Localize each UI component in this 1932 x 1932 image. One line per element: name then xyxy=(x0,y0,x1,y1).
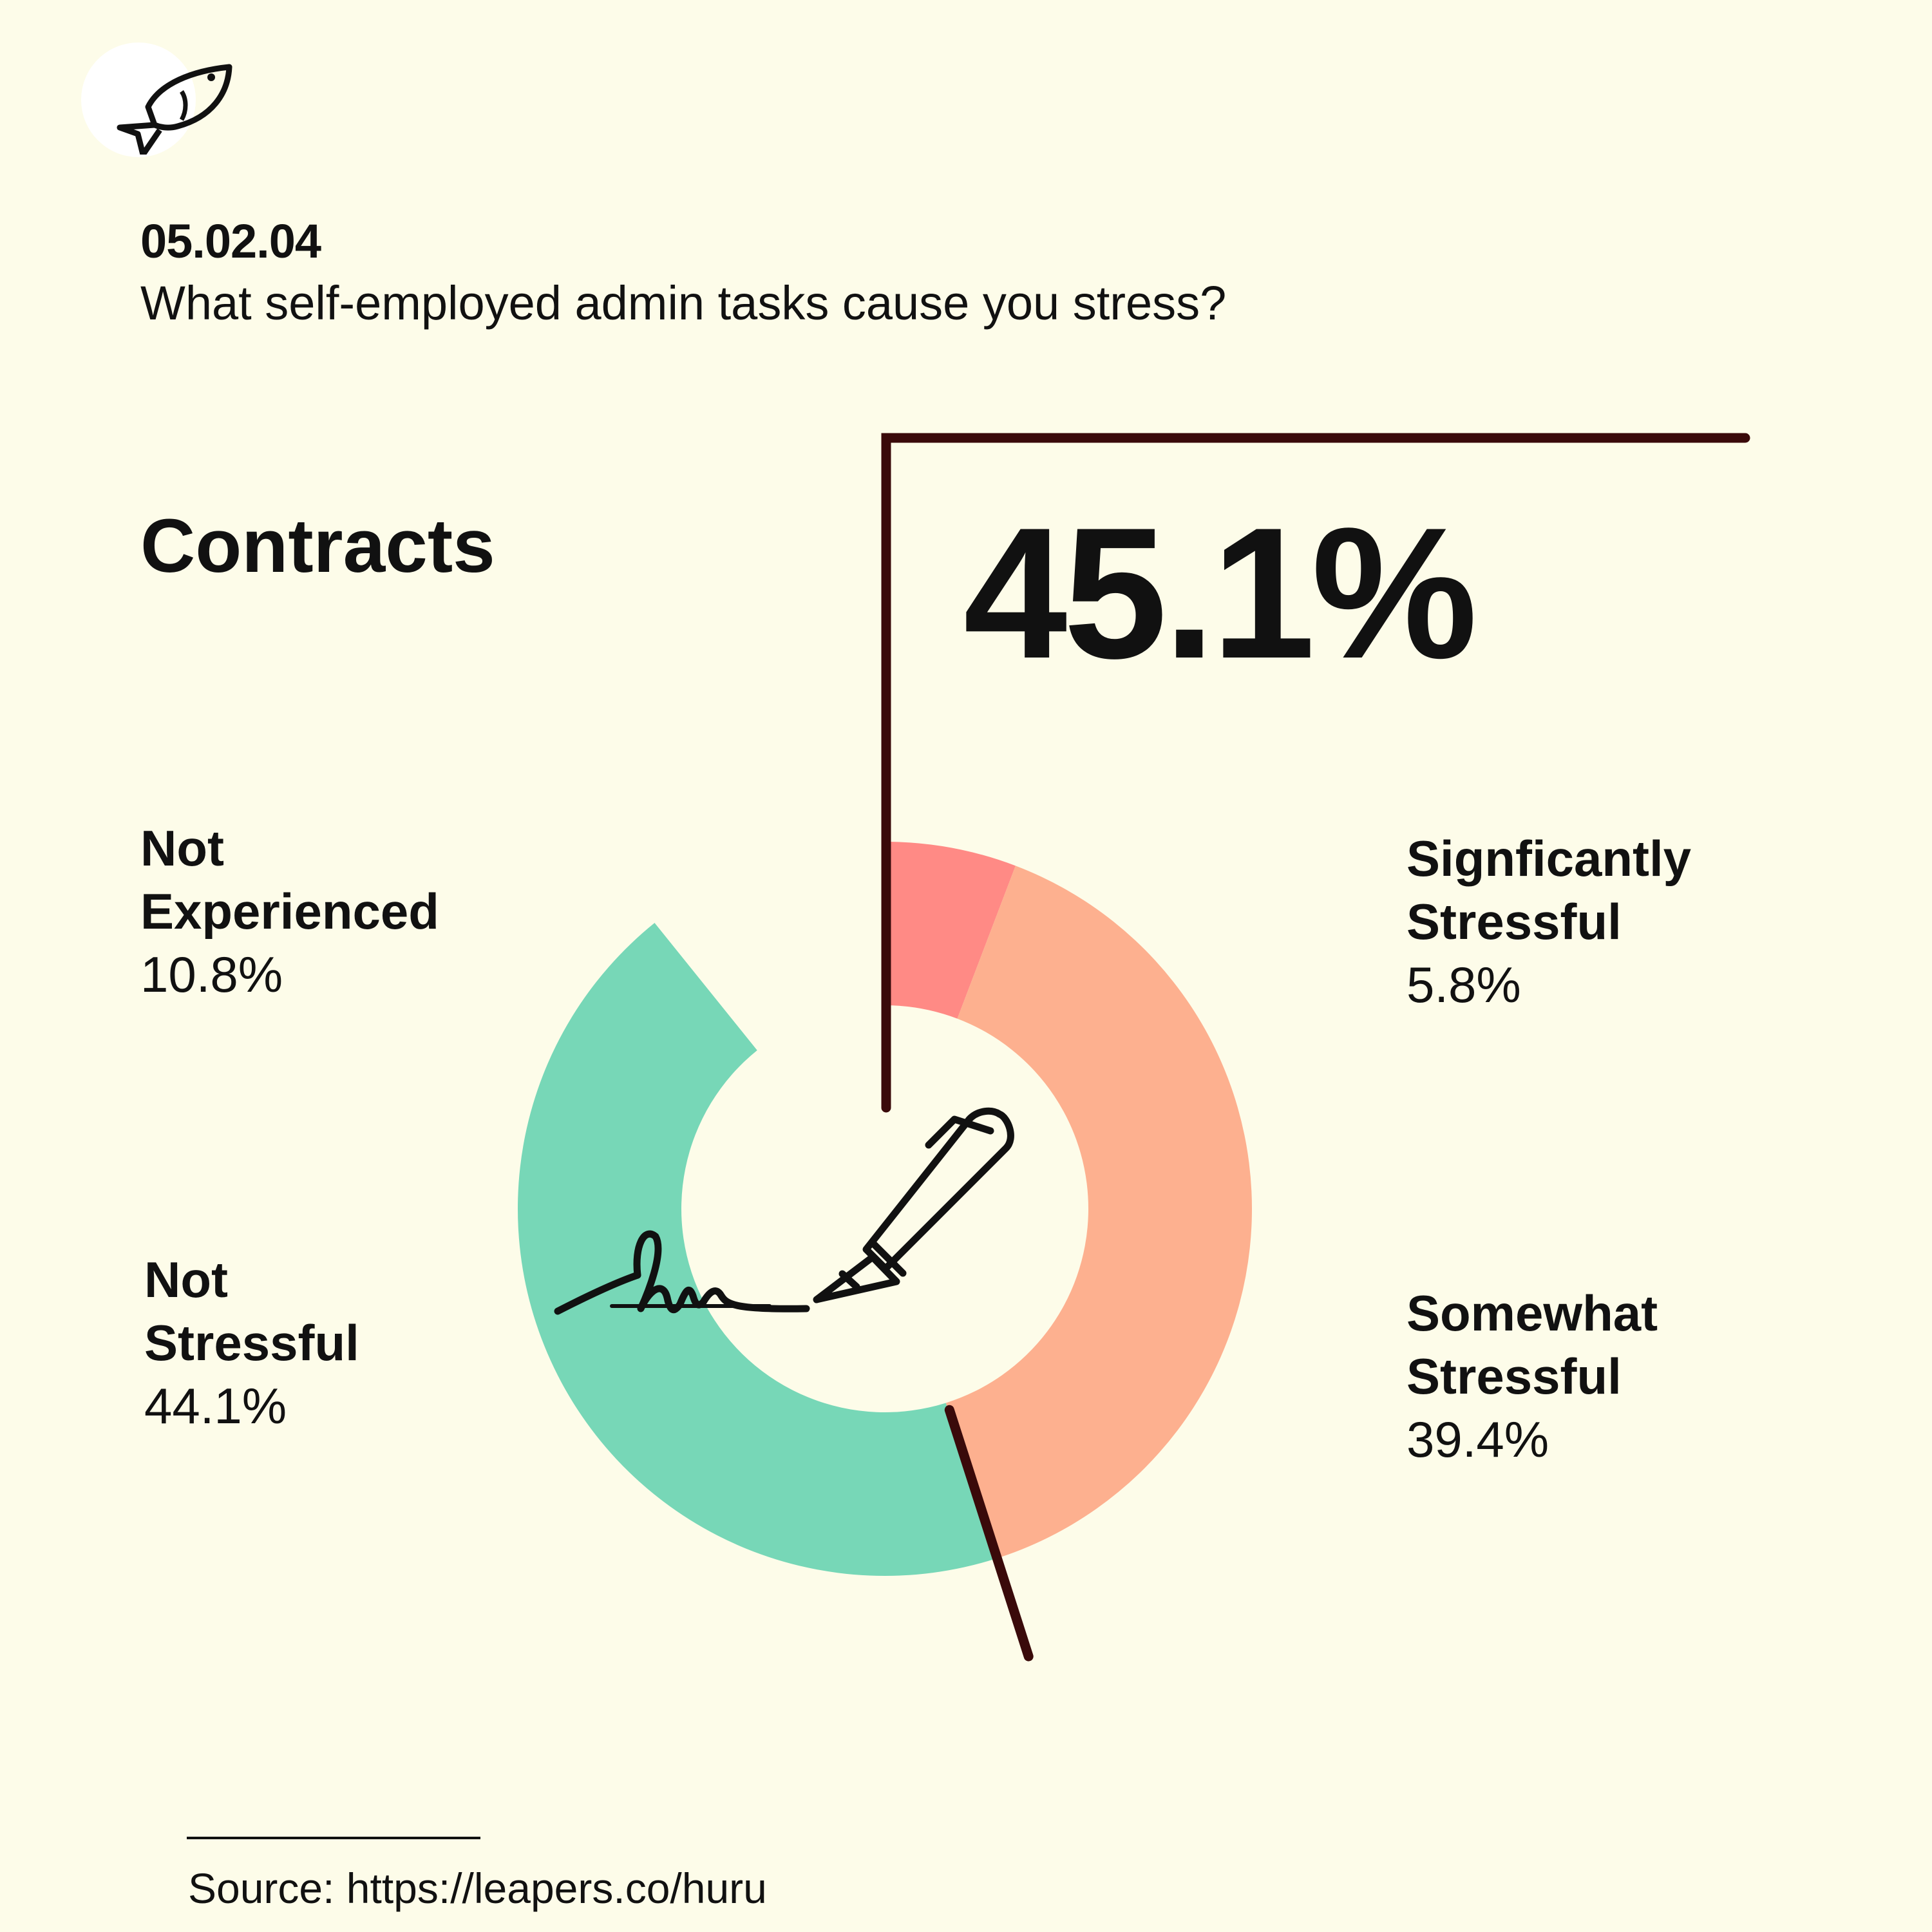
label-name-line2: Stressful xyxy=(1406,1348,1622,1405)
question-code: 05.02.04 xyxy=(140,214,321,268)
fish-icon xyxy=(117,64,232,155)
donut-segment-somewhat-stressful xyxy=(945,866,1253,1559)
label-name-line2: Stressful xyxy=(144,1314,359,1371)
label-percent: 44.1% xyxy=(144,1378,287,1434)
label-name-line2: Experienced xyxy=(140,883,439,940)
label-significantly-stressful: Signficantly Stressful 5.8% xyxy=(1406,827,1691,1016)
label-name-line2: Stressful xyxy=(1406,893,1622,950)
label-not-experienced: Not Experienced 10.8% xyxy=(140,817,439,1006)
label-percent: 5.8% xyxy=(1406,956,1521,1013)
label-name-line1: Somewhat xyxy=(1406,1285,1658,1341)
donut-segment-not-stressful xyxy=(517,923,995,1577)
label-name-line1: Not xyxy=(140,820,224,876)
donut-segment-signficantly-stressful xyxy=(885,842,1016,1019)
highlight-value: 45.1% xyxy=(963,489,1477,697)
label-not-stressful: Not Stressful 44.1% xyxy=(144,1248,359,1437)
signature-pen-icon xyxy=(554,1107,1014,1315)
label-name-line1: Signficantly xyxy=(1406,830,1692,887)
donut-segment-not-experienced xyxy=(654,842,885,1050)
source-text: Source: https://leapers.co/huru xyxy=(188,1864,767,1912)
question-text: What self-employed admin tasks cause you… xyxy=(140,276,1227,330)
label-name-line1: Not xyxy=(144,1251,228,1308)
label-percent: 10.8% xyxy=(140,946,283,1003)
label-percent: 39.4% xyxy=(1406,1411,1549,1468)
category-title: Contracts xyxy=(140,504,495,589)
source-divider xyxy=(187,1837,480,1839)
stress-bracket xyxy=(881,433,1750,1662)
label-somewhat-stressful: Somewhat Stressful 39.4% xyxy=(1406,1282,1658,1471)
